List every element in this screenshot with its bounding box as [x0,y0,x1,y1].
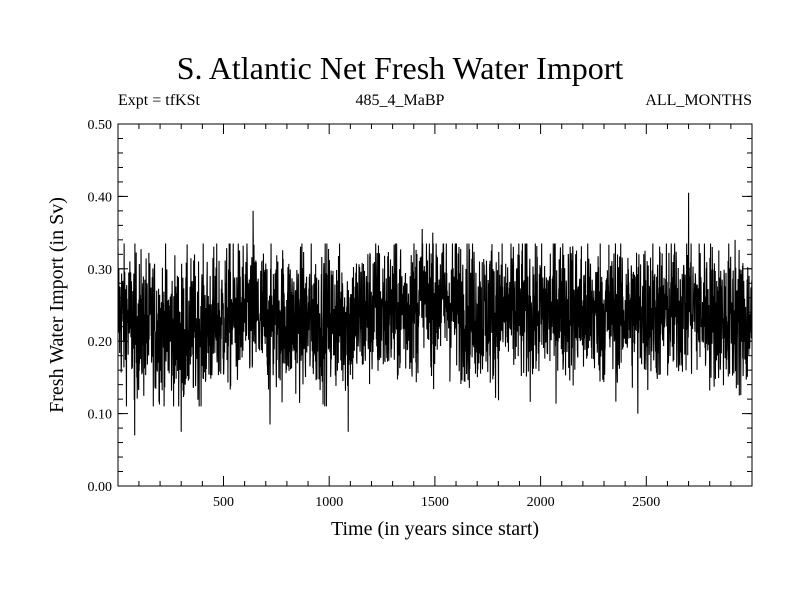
y-tick-label: 0.20 [88,335,113,350]
y-tick-label: 0.10 [88,408,113,423]
x-axis-label: Time (in years since start) [331,518,539,540]
x-tick-label: 2000 [527,495,555,510]
plot-frame [117,123,753,487]
x-tick-label: 500 [213,495,234,510]
y-tick-label: 0.40 [88,190,113,205]
y-tick-label: 0.50 [88,118,113,133]
chart-title: S. Atlantic Net Fresh Water Import [176,50,624,86]
series-line [117,192,753,436]
y-axis-label: Fresh Water Import (in Sv) [46,197,68,413]
y-tick-label: 0.30 [88,263,113,278]
months-label: ALL_MONTHS [645,92,752,109]
x-tick-label: 1500 [421,495,449,510]
x-tick-label: 2500 [632,495,660,510]
x-tick-label: 1000 [315,495,343,510]
period-label: 485_4_MaBP [355,92,445,109]
y-tick-label: 0.00 [88,480,113,495]
experiment-label: Expt = tfKSt [118,92,200,109]
